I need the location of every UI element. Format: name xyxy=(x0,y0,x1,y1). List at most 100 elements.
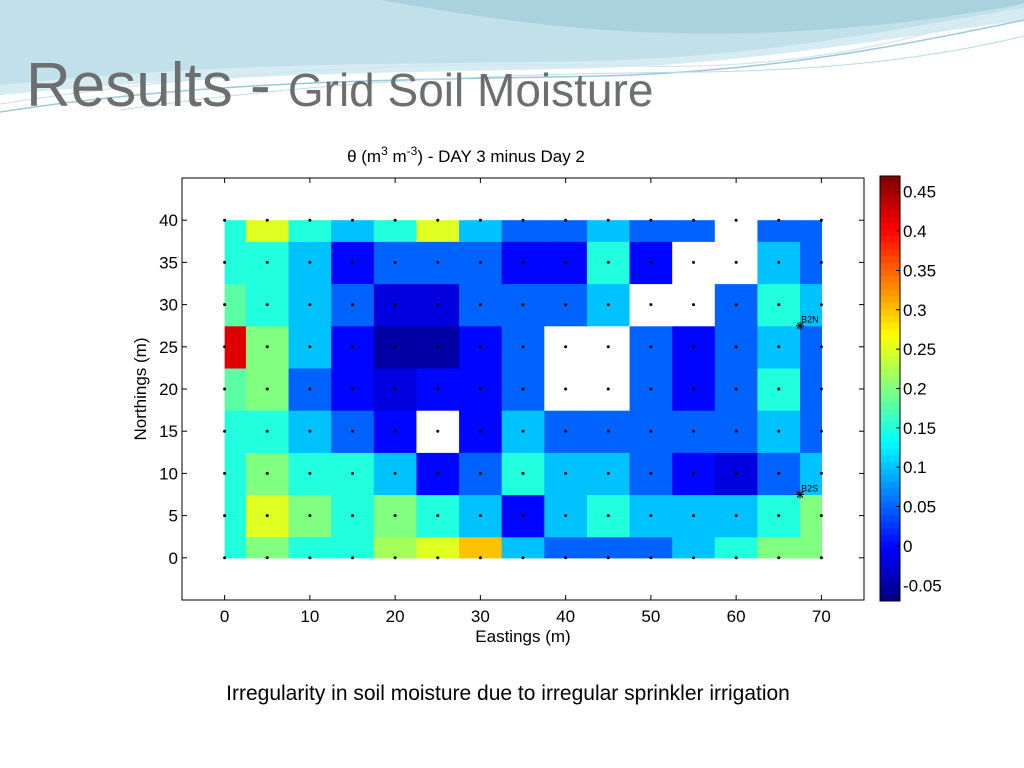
sample-point xyxy=(478,218,482,222)
sample-point xyxy=(436,345,440,349)
colorbar-segment xyxy=(880,355,900,363)
colorbar-segment xyxy=(880,428,900,436)
sample-point xyxy=(564,260,568,264)
colorbar-segment xyxy=(880,361,900,370)
sample-point xyxy=(265,556,269,560)
heatmap-cell xyxy=(224,283,247,327)
sample-point xyxy=(478,260,482,264)
sample-point xyxy=(777,345,781,349)
sample-point xyxy=(819,303,823,307)
colorbar-segment xyxy=(880,567,900,575)
heatmap-cell xyxy=(416,220,460,242)
x-tick-label: 30 xyxy=(471,607,490,626)
colorbar-segment xyxy=(880,441,900,449)
colorbar-segment xyxy=(880,328,900,336)
heatmap-cell xyxy=(224,367,247,411)
sample-point xyxy=(692,471,695,475)
heatmap-cell xyxy=(224,452,247,496)
sample-point xyxy=(265,387,269,391)
sample-point xyxy=(521,387,525,391)
sample-point xyxy=(734,303,738,307)
x-tick-label: 60 xyxy=(727,607,746,626)
wave-band-2 xyxy=(380,0,1024,34)
chart-title-suffix: ) - DAY 3 minus Day 2 xyxy=(417,147,585,166)
sample-point xyxy=(777,429,781,433)
colorbar-segment xyxy=(880,594,900,602)
sample-point xyxy=(692,429,695,433)
sample-point xyxy=(351,471,354,475)
sample-point xyxy=(308,471,312,475)
sample-point xyxy=(819,429,823,433)
colorbar-tick-label: 0.4 xyxy=(903,222,927,241)
sample-point xyxy=(478,514,482,518)
colorbar-segment xyxy=(880,381,900,389)
sample-point xyxy=(649,303,653,307)
heatmap-cell xyxy=(544,536,588,559)
colorbar-segment xyxy=(880,547,900,556)
sample-point xyxy=(734,387,738,391)
x-tick-label: 50 xyxy=(641,607,660,626)
colorbar-segment xyxy=(880,508,900,516)
sample-point xyxy=(308,556,312,560)
sample-point xyxy=(436,471,440,475)
colorbar-tick-label: 0.35 xyxy=(903,261,936,280)
sample-point xyxy=(521,429,525,433)
sample-point xyxy=(777,260,781,264)
sample-point xyxy=(265,218,269,222)
colorbar-tick-label: 0 xyxy=(903,537,912,556)
sample-point xyxy=(819,345,823,349)
colorbar-segment xyxy=(880,342,900,350)
sample-point xyxy=(393,429,397,433)
colorbar-tick-label: 0.3 xyxy=(903,301,927,320)
colorbar-segment xyxy=(880,434,900,443)
sample-point xyxy=(777,303,781,307)
sample-point xyxy=(564,303,568,307)
sample-point xyxy=(692,556,695,560)
colorbar-segment xyxy=(880,302,900,310)
colorbar-segment xyxy=(880,461,900,469)
colorbar-segment xyxy=(880,494,900,502)
sample-point xyxy=(393,218,397,222)
colorbar-segment xyxy=(880,574,900,582)
colorbar-segment xyxy=(880,255,900,263)
heatmap-cell xyxy=(672,220,716,242)
sample-point xyxy=(351,514,354,518)
sample-point xyxy=(393,345,397,349)
sample-point xyxy=(734,514,738,518)
x-tick-label: 0 xyxy=(220,607,229,626)
sample-point xyxy=(564,429,568,433)
sample-point xyxy=(308,387,312,391)
sample-point xyxy=(606,556,610,560)
colorbar-segment xyxy=(880,395,900,403)
colorbar-segment xyxy=(880,474,900,482)
sample-point xyxy=(478,303,482,307)
colorbar-segment xyxy=(880,335,900,343)
sample-point xyxy=(351,218,354,222)
heatmap-cell xyxy=(544,220,588,242)
slide-title-main: Results - xyxy=(26,51,288,120)
colorbar-segment xyxy=(880,295,900,303)
station-marker: B2S xyxy=(796,484,818,499)
colorbar-segment xyxy=(880,322,900,330)
sample-point xyxy=(223,260,227,264)
y-axis-ticks: 0 5 10 15 20 25 30 35 40 xyxy=(159,211,864,568)
station-markers: B2N B2S xyxy=(796,315,819,499)
heatmap-cell xyxy=(245,220,290,242)
x-tick-label: 20 xyxy=(386,607,405,626)
sample-point xyxy=(777,218,781,222)
y-tick-label: 0 xyxy=(169,549,178,568)
heatmap-cell xyxy=(224,536,247,559)
sample-point xyxy=(649,429,653,433)
sample-point xyxy=(521,260,525,264)
y-tick-label: 10 xyxy=(159,464,178,483)
heatmap-cell xyxy=(331,220,375,242)
heatmap-cell xyxy=(224,220,247,242)
colorbar-segment xyxy=(880,541,900,549)
sample-point xyxy=(393,556,397,560)
sample-point xyxy=(564,218,568,222)
sample-point xyxy=(223,514,227,518)
sample-point xyxy=(819,387,823,391)
y-tick-label: 5 xyxy=(169,507,178,526)
colorbar-segment xyxy=(880,182,900,190)
x-tick-label: 70 xyxy=(812,607,831,626)
